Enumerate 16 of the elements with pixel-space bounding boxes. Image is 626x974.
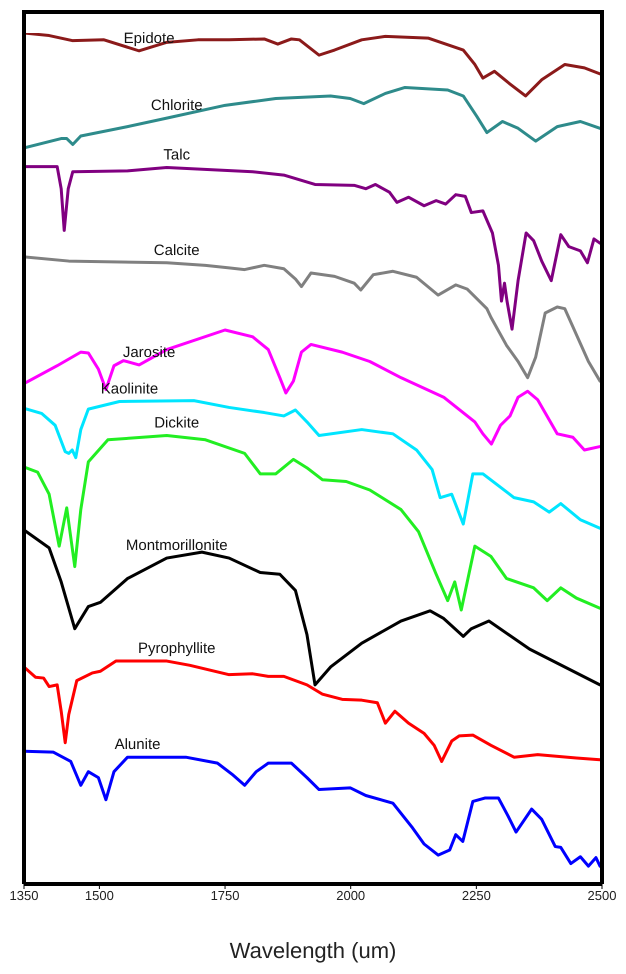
series-label: Pyrophyllite [138,640,216,658]
x-axis-title: Wavelength (um) [230,938,396,963]
series-label: Alunite [114,736,160,754]
x-tick-label: 2500 [588,888,616,904]
x-tick-label: 2250 [462,888,491,904]
series-label: Montmorillonite [126,537,228,554]
series-label: Epidote [124,30,175,47]
x-tick-label: 1500 [84,888,114,904]
series-label: Calcite [154,242,200,259]
series-label: Talc [163,146,191,164]
x-tick-label: 2000 [336,888,366,904]
x-tick-label: 1750 [210,888,240,904]
series-label: Chlorite [150,97,203,114]
series-label: Dickite [154,414,200,432]
series-label: Kaolinite [100,380,158,398]
x-tick-label: 1350 [10,888,38,904]
